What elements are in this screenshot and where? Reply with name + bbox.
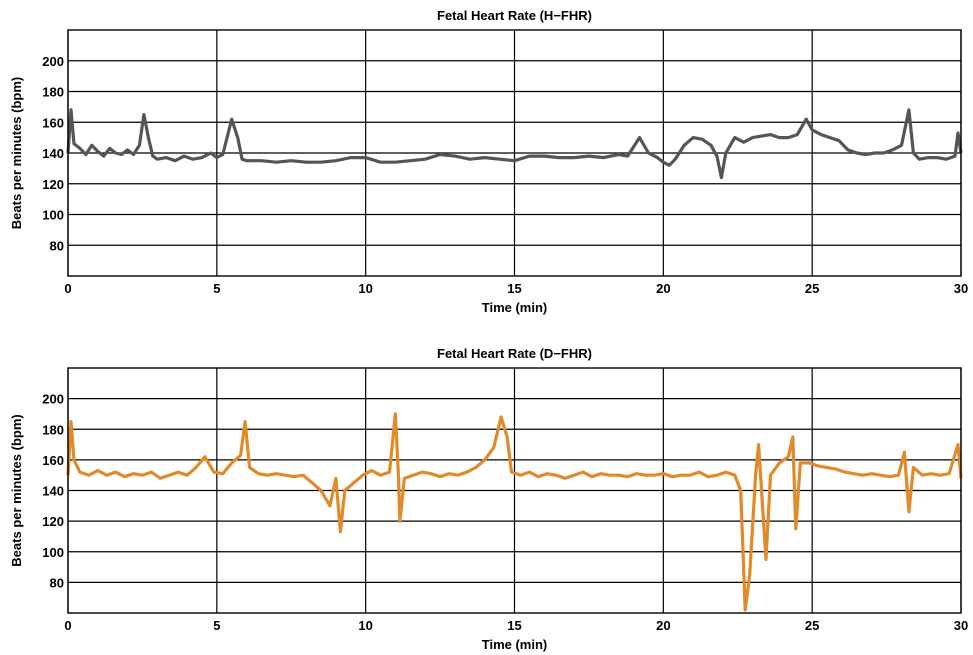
y-axis-label: Beats per minutes (bpm) <box>9 77 24 229</box>
y-tick-label: 160 <box>42 115 64 130</box>
plot-frame <box>67 29 962 277</box>
y-tick-label: 120 <box>42 177 64 192</box>
x-tick-label: 5 <box>213 281 220 296</box>
x-tick-label: 5 <box>213 618 220 633</box>
x-tick-label: 30 <box>954 618 968 633</box>
plot-frame <box>67 367 962 614</box>
y-tick-label: 80 <box>50 238 64 253</box>
y-tick-label: 200 <box>42 54 64 69</box>
x-axis-label: Time (min) <box>482 637 548 652</box>
chart-d-fhr: 0 5 10 15 20 25 30 80 100 120 140 160 180 200 Fetal He… <box>9 346 968 652</box>
y-axis-label: Beats per minutes (bpm) <box>9 414 24 566</box>
y-tick-label: 140 <box>42 146 64 161</box>
y-tick-label: 80 <box>50 575 64 590</box>
x-tick-label: 20 <box>656 618 670 633</box>
x-tick-label: 30 <box>954 281 968 296</box>
x-tick-label: 0 <box>64 618 71 633</box>
x-axis-label: Time (min) <box>482 300 548 315</box>
x-tick-label: 25 <box>805 618 819 633</box>
y-tick-label: 100 <box>42 545 64 560</box>
chart-h-fhr: 0 5 10 15 20 25 30 80 100 120 140 160 180 200 Fetal He… <box>9 8 968 315</box>
y-tick-label: 100 <box>42 208 64 223</box>
x-tick-label: 25 <box>805 281 819 296</box>
x-tick-label: 10 <box>358 281 372 296</box>
y-tick-label: 140 <box>42 484 64 499</box>
chart-title: Fetal Heart Rate (D−FHR) <box>437 346 592 361</box>
y-tick-label: 180 <box>42 85 64 100</box>
series-line <box>66 412 963 612</box>
y-tick-label: 120 <box>42 514 64 529</box>
x-tick-label: 10 <box>358 618 372 633</box>
chart-title: Fetal Heart Rate (H−FHR) <box>437 8 592 23</box>
x-tick-label: 20 <box>656 281 670 296</box>
y-tick-label: 200 <box>42 392 64 407</box>
y-tick-label: 180 <box>42 422 64 437</box>
x-tick-label: 15 <box>507 618 521 633</box>
x-tick-label: 15 <box>507 281 521 296</box>
series-line <box>66 108 963 180</box>
x-tick-label: 0 <box>64 281 71 296</box>
y-tick-label: 160 <box>42 453 64 468</box>
